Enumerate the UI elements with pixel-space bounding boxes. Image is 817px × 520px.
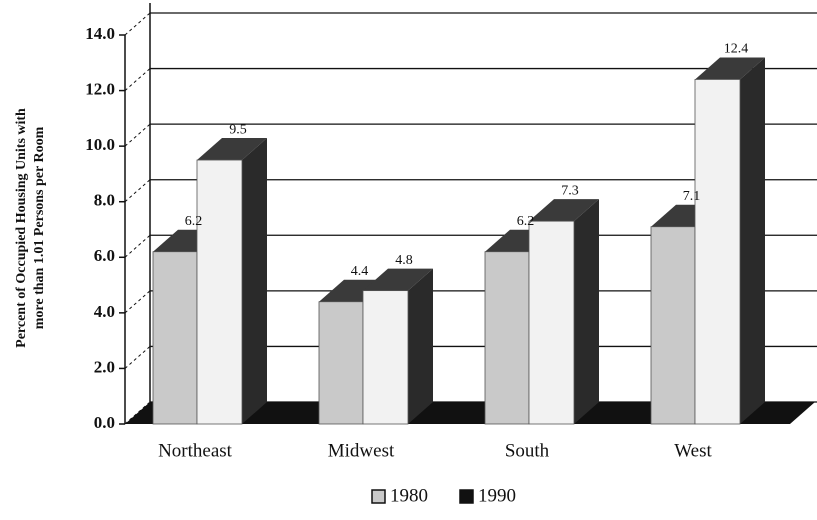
value-label: 6.2 — [517, 214, 535, 229]
legend-swatch — [459, 489, 474, 504]
y-axis-label: more than 1.01 Persons per Room — [32, 126, 47, 329]
legend-label: 1990 — [478, 485, 516, 506]
x-tick-label: West — [674, 440, 712, 461]
value-label: 4.4 — [351, 264, 369, 279]
bar-top — [529, 199, 599, 222]
grid-line — [124, 290, 151, 314]
bar — [484, 251, 530, 425]
value-label: 7.3 — [561, 183, 579, 198]
legend-swatch — [371, 489, 386, 504]
y-tick-label: 0.0 — [94, 413, 115, 432]
value-label: 9.5 — [229, 122, 247, 137]
floor — [125, 402, 815, 424]
bar — [318, 301, 364, 425]
grid-line — [124, 12, 151, 36]
y-tick-label: 14.0 — [85, 24, 115, 43]
bar-side — [574, 199, 599, 424]
y-tick-label: 2.0 — [94, 357, 115, 376]
bar-side — [242, 138, 267, 425]
bar-top — [197, 138, 267, 161]
y-tick-label: 10.0 — [85, 135, 115, 154]
bar — [152, 251, 198, 425]
y-tick-label: 6.0 — [94, 246, 115, 265]
value-label: 12.4 — [724, 42, 749, 57]
legend-label: 1980 — [390, 485, 428, 506]
bar-top — [363, 268, 433, 291]
bar — [694, 79, 741, 425]
y-axis-label: Percent of Occupied Housing Units with — [14, 108, 29, 348]
y-tick-label: 8.0 — [94, 191, 115, 210]
grid-line — [124, 179, 151, 203]
grid-line — [124, 123, 151, 147]
bar — [528, 220, 575, 425]
bar-side — [408, 268, 433, 424]
value-label: 7.1 — [683, 189, 701, 204]
bar — [196, 159, 243, 425]
y-tick-label: 4.0 — [94, 302, 115, 321]
x-tick-label: Midwest — [328, 440, 395, 461]
grid-line — [124, 234, 151, 258]
value-label: 6.2 — [185, 214, 203, 229]
grid-line — [124, 346, 151, 369]
bar-top — [695, 57, 765, 80]
y-tick-label: 12.0 — [85, 79, 115, 98]
bar-side — [740, 57, 765, 424]
bar — [650, 226, 696, 425]
x-tick-label: South — [505, 440, 550, 461]
grid-line — [124, 68, 151, 91]
x-tick-label: Northeast — [158, 440, 233, 461]
bar — [362, 290, 409, 425]
value-label: 4.8 — [395, 253, 413, 268]
